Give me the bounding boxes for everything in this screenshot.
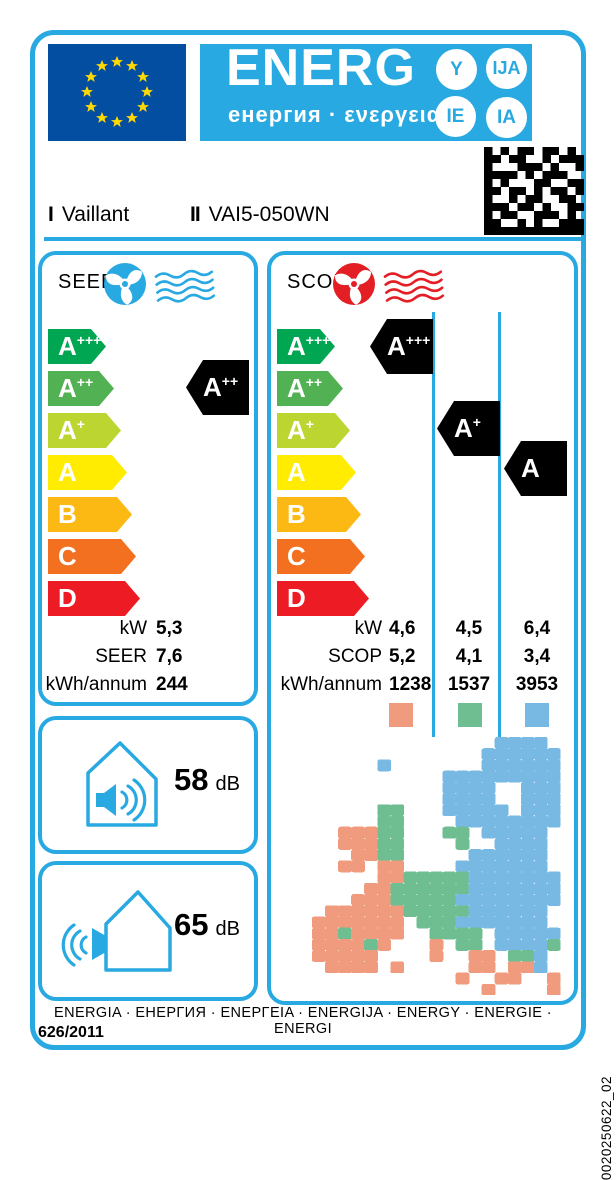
outdoor-noise-section: 65 dB <box>38 861 258 1001</box>
seer-values: kW 5,3 SEER 7,6 kWh/annum 244 <box>42 615 254 699</box>
house-speaker-outdoor-icon <box>61 890 172 972</box>
seer-rating-scale: A +++ A ++ A + A B C D <box>48 329 140 623</box>
supplier-numeral: I <box>48 203 54 226</box>
climate-legend-square-warm <box>389 703 413 727</box>
supplier-name: I Vaillant <box>48 203 130 226</box>
rating-arrow-A+: A + <box>277 413 350 448</box>
indoor-noise-section: 58 dB <box>38 716 258 854</box>
scop-class-indicator-cold: A <box>504 441 567 496</box>
seer-class-indicator: A ++ <box>186 360 249 415</box>
indoor-noise-value: 58 dB <box>174 762 240 797</box>
outdoor-noise-value: 65 dB <box>174 907 240 942</box>
divider-rule <box>44 237 584 241</box>
rating-arrow-B: B <box>277 497 361 532</box>
model-name: II VAI5-050WN <box>190 203 330 226</box>
lang-circle-ie: IE <box>435 96 476 137</box>
regulation-number: 626/2011 <box>38 1024 104 1041</box>
scop-title: SCOP <box>287 271 348 293</box>
fan-icon-heating <box>333 263 375 305</box>
lang-circle-ia: IA <box>486 97 527 138</box>
scop-values: kW 4,6 4,5 6,4 SCOP 5,2 4,1 3,4 kWh/annu… <box>271 615 574 699</box>
lang-circle-ija: IJA <box>486 48 527 89</box>
value-row: SEER 7,6 <box>95 646 183 667</box>
seer-title: SEER <box>58 271 117 293</box>
datamatrix-code <box>484 147 584 235</box>
rating-arrow-A+++: A +++ <box>48 329 106 364</box>
value-row: kWh/annum 1238 1537 3953 <box>280 674 559 695</box>
airflow-waves-icon-cooling <box>154 269 216 303</box>
value-row: kW 4,6 4,5 6,4 <box>354 618 551 639</box>
value-row: kWh/annum 244 <box>45 674 188 695</box>
document-code: 0020250622_02 <box>599 1076 614 1180</box>
energy-words: ENERGIA · ЕНЕРГИЯ · ΕΝΕΡΓΕΙΑ · ENERGIJA … <box>54 1005 552 1037</box>
value-row: kW 5,3 <box>119 618 183 639</box>
rating-arrow-A++: A ++ <box>277 371 343 406</box>
climate-legend-square-average <box>458 703 482 727</box>
rating-arrow-A: A <box>48 455 127 490</box>
rating-arrow-C: C <box>277 539 365 574</box>
rating-arrow-A++: A ++ <box>48 371 114 406</box>
eu-flag <box>48 44 186 141</box>
scop-section: SCOP A +++ A ++ A + A B C D A +++ A + A kW 4,6 4,5 … <box>267 251 578 1005</box>
seer-section: SEER A +++ A ++ A + A B C D A ++ kW 5,3 SEER 7,6 kWh… <box>38 251 258 706</box>
rating-arrow-A+: A + <box>48 413 121 448</box>
house-speaker-indoor-icon <box>86 741 158 827</box>
energ-title: ENERG <box>226 39 416 97</box>
airflow-waves-icon-heating <box>383 269 445 303</box>
energy-label: { "colors": { "accent": "#29A9E1", "eu_f… <box>30 30 614 1180</box>
rating-arrow-A: A <box>277 455 356 490</box>
rating-arrow-C: C <box>48 539 136 574</box>
energ-banner: ENERG енергия · ενεργεια Y IJA IE IA <box>200 39 532 141</box>
scop-class-indicator-average: A + <box>437 401 500 456</box>
rating-arrow-A+++: A +++ <box>277 329 335 364</box>
climate-column-divider <box>432 312 435 737</box>
fan-icon-cooling <box>104 263 146 305</box>
eu-stars <box>81 56 153 127</box>
scop-rating-scale: A +++ A ++ A + A B C D <box>277 329 369 623</box>
climate-column-divider <box>498 312 501 737</box>
climate-legend-square-cold <box>525 703 549 727</box>
rating-arrow-D: D <box>48 581 140 616</box>
energ-subtitle: енергия · ενεργεια <box>228 102 442 127</box>
value-row: SCOP 5,2 4,1 3,4 <box>328 646 551 667</box>
rating-arrow-B: B <box>48 497 132 532</box>
europe-climate-map <box>312 737 561 995</box>
rating-arrow-D: D <box>277 581 369 616</box>
model-numeral: II <box>190 203 201 226</box>
scop-class-indicator-warm: A +++ <box>370 319 433 374</box>
lang-circle-y: Y <box>436 49 477 90</box>
